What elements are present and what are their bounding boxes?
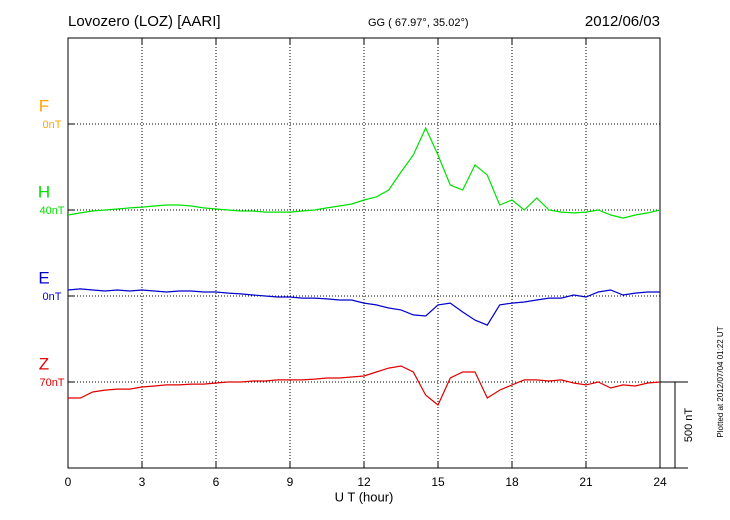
legend-name: F [39,96,49,115]
scale-bar-label: 500 nT [683,408,695,443]
x-tick-label: 0 [65,475,72,489]
x-tick-label: 24 [653,475,667,489]
x-axis-label: U T (hour) [335,489,394,504]
footer: Plotted at 2012/07/04 01:22 UT [716,326,725,437]
x-tick-label: 15 [431,475,445,489]
x-tick-label: 18 [505,475,519,489]
legend-name: H [38,182,50,201]
series-line [67,126,661,219]
chart-subtitle: GG ( 67.97°, 35.02°) [368,17,469,29]
series-line [68,365,661,406]
chart-date: 2012/06/03 [585,13,660,30]
legend-baseline: 40nT [39,205,64,217]
chart-title: Lovozero (LOZ) [AARI] [68,13,221,30]
legend-name: E [38,268,49,287]
legend-baseline: 70nT [39,377,64,389]
legend-name: Z [39,354,49,373]
series-line [67,288,660,326]
x-tick-label: 6 [213,475,220,489]
legend-baseline: 0nT [43,119,62,131]
legend-baseline: 0nT [43,291,62,303]
x-tick-label: 3 [139,475,146,489]
x-tick-label: 12 [357,475,371,489]
x-tick-label: 9 [287,475,294,489]
x-tick-label: 21 [579,475,593,489]
